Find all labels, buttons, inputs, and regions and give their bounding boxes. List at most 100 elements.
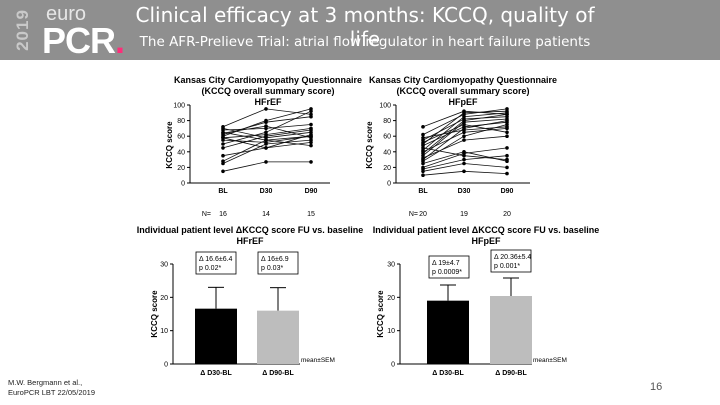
x-tick-label: D30 <box>458 188 471 195</box>
annotation-delta: Δ 16±6.9 <box>261 256 289 263</box>
chart-subtitle: HFrEF <box>255 97 283 107</box>
annotation-p: p 0.0009* <box>432 269 462 276</box>
citation-line2: EuroPCR LBT 22/05/2019 <box>8 388 96 397</box>
x-tick-label: Δ D90-BL <box>495 370 527 377</box>
y-tick-label: 30 <box>160 262 168 269</box>
slide-subtitle: The AFR-Prelieve Trial: atrial flow regu… <box>139 34 591 50</box>
data-point <box>505 125 509 129</box>
data-point <box>462 157 466 162</box>
bar <box>195 308 237 364</box>
y-tick-label: 40 <box>177 149 185 156</box>
data-point <box>264 160 268 164</box>
citation-line1: M.W. Bergmann et al., <box>8 378 83 387</box>
y-axis-label: KCCQ score <box>376 290 385 338</box>
data-point <box>462 153 466 158</box>
data-point <box>221 125 225 129</box>
logo-euro: euro <box>46 3 87 25</box>
header-banner: 2019 euro PCR. Clinical efficacy at 3 mo… <box>0 0 720 62</box>
n-value: 19 <box>460 211 468 218</box>
y-tick-label: 30 <box>387 262 395 269</box>
figure-panel: Kansas City Cardiomyopathy Questionnaire… <box>137 75 600 377</box>
y-tick-label: 40 <box>383 149 391 156</box>
annotation-delta: Δ 16.6±6.4 <box>199 256 233 263</box>
data-point <box>264 120 268 124</box>
y-tick-label: 0 <box>164 362 168 369</box>
data-point <box>309 126 313 131</box>
bar <box>490 296 532 364</box>
y-tick-label: 60 <box>383 134 391 141</box>
data-point <box>264 107 268 111</box>
y-tick-label: 20 <box>177 165 185 172</box>
data-point <box>505 157 509 162</box>
annotation-box <box>257 251 299 275</box>
data-point <box>462 128 466 132</box>
page-number: 16 <box>650 381 663 393</box>
y-axis-label: KCCQ score <box>165 121 174 169</box>
data-point <box>421 165 425 170</box>
chart-title: Individual patient level ΔKCCQ score FU … <box>373 225 600 235</box>
data-point <box>505 130 509 135</box>
y-tick-label: 60 <box>177 134 185 141</box>
data-point <box>309 136 313 140</box>
annotation-p: p 0.001* <box>494 263 520 270</box>
chart-subtitle: HFrEF <box>237 236 265 246</box>
y-tick-label: 10 <box>160 328 168 335</box>
bar <box>427 300 469 364</box>
data-point <box>221 153 225 158</box>
data-point <box>462 109 466 113</box>
data-point <box>264 132 268 137</box>
chart-title: Individual patient level ΔKCCQ score FU … <box>137 225 364 235</box>
chart-subtitle: HFpEF <box>472 236 501 246</box>
data-point <box>505 165 509 170</box>
y-tick-label: 80 <box>383 118 391 125</box>
data-point <box>421 125 425 129</box>
data-point <box>309 143 313 148</box>
data-point <box>462 138 466 142</box>
data-point <box>462 150 466 154</box>
data-point <box>309 160 313 164</box>
data-point <box>421 132 425 137</box>
citation: M.W. Bergmann et al., EuroPCR LBT 22/05/… <box>8 378 95 398</box>
data-point <box>505 107 509 111</box>
bar <box>257 310 299 364</box>
data-point <box>221 131 225 135</box>
n-value: 20 <box>419 211 427 218</box>
slide-title: Clinical efficacy at 3 months: KCCQ, qua… <box>135 3 595 51</box>
logo-dot: . <box>115 20 125 61</box>
data-point <box>309 132 313 137</box>
data-point <box>462 112 466 117</box>
x-tick-label: Δ D30-BL <box>200 370 232 377</box>
y-tick-label: 0 <box>391 362 395 369</box>
data-point <box>309 122 313 127</box>
logo-pcr-text: PCR <box>42 20 116 61</box>
data-point <box>221 169 225 174</box>
n-value: 15 <box>307 211 315 218</box>
y-tick-label: 80 <box>177 118 185 125</box>
chart-title-line1: Kansas City Cardiomyopathy Questionnaire <box>174 75 362 85</box>
data-point <box>462 161 466 166</box>
y-tick-label: 100 <box>173 103 185 110</box>
data-point <box>221 146 225 150</box>
data-point <box>462 122 466 127</box>
data-point <box>264 146 268 150</box>
x-tick-label: Δ D30-BL <box>432 370 464 377</box>
annotation-box <box>195 251 237 275</box>
x-tick-label: BL <box>418 188 428 195</box>
data-point <box>505 153 509 158</box>
sem-note: mean±SEM <box>533 357 567 364</box>
chart-title-line2: (KCCQ overall summary score) <box>396 86 529 96</box>
logo-pcr: PCR. <box>42 20 125 62</box>
hfpef-bar-chart: Individual patient level ΔKCCQ score FU … <box>373 225 600 377</box>
chart-title-line1: Kansas City Cardiomyopathy Questionnaire <box>369 75 557 85</box>
data-point <box>462 134 466 138</box>
y-axis-label: KCCQ score <box>365 121 374 169</box>
data-point <box>462 169 466 174</box>
chart-title-line2: (KCCQ overall summary score) <box>201 86 334 96</box>
hfpef-line-chart: Kansas City Cardiomyopathy Questionnaire… <box>365 75 557 218</box>
annotation-p: p 0.02* <box>199 265 221 272</box>
data-point <box>221 142 225 146</box>
y-tick-label: 100 <box>379 103 391 110</box>
logo-year: 2019 <box>6 6 36 54</box>
hfref-line-chart: Kansas City Cardiomyopathy Questionnaire… <box>165 75 362 218</box>
x-tick-label: Δ D90-BL <box>262 370 294 377</box>
